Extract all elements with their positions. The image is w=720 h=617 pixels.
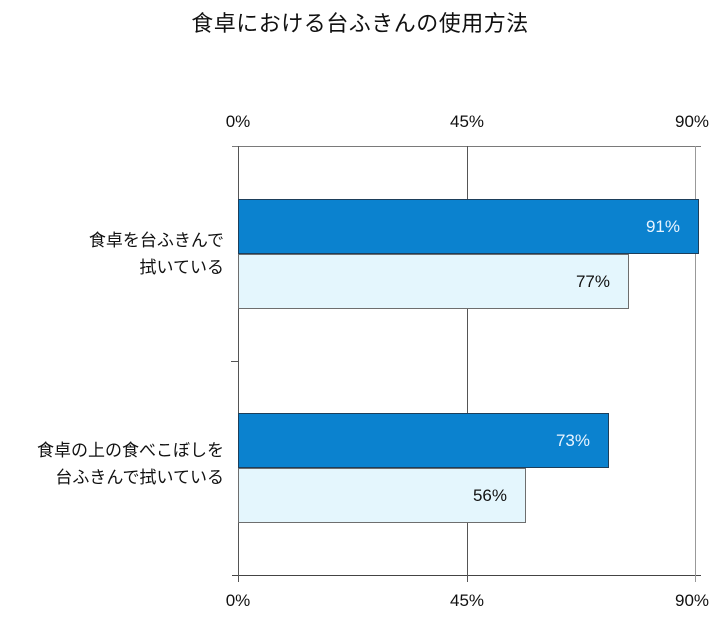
- bar-cat1-series1: 91%: [238, 199, 699, 254]
- top-tick-label-45: 45%: [449, 112, 485, 131]
- bar-cat2-series2: 56%: [238, 468, 526, 523]
- top-tick-label-0: 0%: [225, 112, 251, 131]
- bar-cat1-series2: 77%: [238, 254, 629, 309]
- bar-cat2-series1: 73%: [238, 413, 609, 468]
- y-axis-line: [238, 146, 239, 582]
- bar-value-label: 77%: [575, 271, 610, 291]
- category-label-2-line-1: 食卓の上の食べこぼしを: [37, 441, 224, 461]
- bar-value-label: 73%: [555, 430, 590, 450]
- category-separator-tick: [231, 361, 238, 362]
- bottom-tick-label-0: 0%: [225, 591, 251, 610]
- gridline-45: [467, 146, 468, 582]
- top-x-axis: [232, 146, 701, 147]
- category-label-2-line-2: 台ふきんで拭いている: [55, 468, 224, 488]
- bottom-x-axis: [232, 575, 701, 576]
- chart-title: 食卓における台ふきんの使用方法: [191, 12, 529, 37]
- bar-value-label: 56%: [472, 485, 507, 505]
- top-tick-label-90: 90%: [674, 112, 710, 131]
- bar-value-label: 91%: [645, 216, 680, 236]
- category-label-1-line-1: 食卓を台ふきんで: [88, 231, 224, 251]
- category-label-2: 食卓の上の食べこぼしを 台ふきんで拭いている: [37, 438, 224, 492]
- bottom-tick-label-90: 90%: [674, 591, 710, 610]
- category-label-1-line-2: 拭いている: [139, 258, 225, 278]
- category-label-1: 食卓を台ふきんで 拭いている: [89, 228, 224, 282]
- bottom-tick-label-45: 45%: [449, 591, 485, 610]
- gridline-90: [695, 146, 696, 582]
